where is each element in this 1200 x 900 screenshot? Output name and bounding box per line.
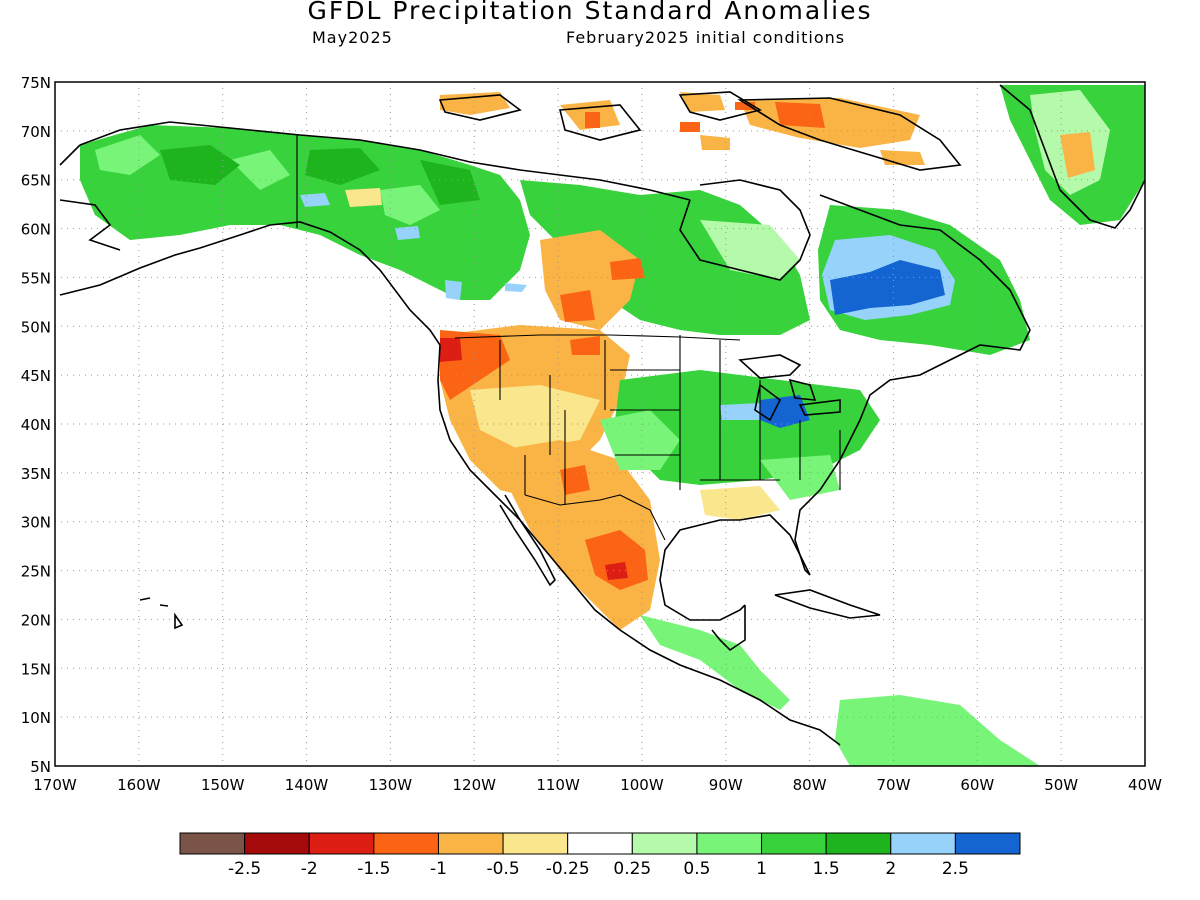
anomaly-region-canada-pale: [700, 220, 800, 280]
lon-tick-label: 90W: [709, 776, 743, 794]
legend-label: -1: [430, 859, 447, 879]
legend-swatch: [825, 832, 892, 855]
anomaly-region-arctic-red: [585, 102, 825, 132]
anomaly-region-mexico-dark: [605, 562, 628, 580]
lon-tick-label: 170W: [33, 776, 77, 794]
map-title: GFDL Precipitation Standard Anomalies: [307, 0, 873, 25]
anomaly-region-great-lakes-blue: [760, 395, 810, 428]
anomaly-region-alaska-light: [95, 135, 440, 225]
anomaly-spot-yellow: [345, 188, 382, 207]
legend-label: -2: [301, 859, 318, 879]
legend-swatch: [761, 832, 827, 855]
coastlines: [59, 84, 1145, 746]
lat-tick-label: 70N: [21, 123, 51, 141]
legend-swatch: [696, 832, 763, 855]
legend-swatch: [954, 832, 1021, 855]
lat-tick-label: 10N: [21, 709, 51, 727]
lon-tick-label: 80W: [793, 776, 827, 794]
anomaly-fields: [80, 85, 1145, 766]
lat-tick-label: 55N: [21, 269, 51, 287]
anomaly-region-south-america: [835, 695, 1040, 766]
init-conditions-label: February2025 initial conditions: [566, 28, 846, 47]
anomaly-region-central-canada: [520, 180, 810, 335]
anomaly-region-prairie-red: [560, 258, 645, 355]
anomaly-region-yukon-dark: [160, 145, 480, 205]
legend-label: 1.5: [813, 859, 840, 879]
anomaly-region-southeast-yellow: [700, 486, 780, 520]
legend-swatch: [244, 832, 310, 855]
lat-tick-label: 60N: [21, 221, 51, 239]
legend-label: 0.25: [613, 859, 651, 879]
lat-tick-label: 25N: [21, 563, 51, 581]
anomaly-spot-light-blue: [300, 193, 527, 300]
legend-label: -2.5: [228, 859, 261, 879]
lon-tick-label: 130W: [369, 776, 413, 794]
legend-swatch: [890, 832, 956, 855]
anomaly-region-central-america: [640, 615, 790, 710]
lat-tick-label: 65N: [21, 172, 51, 190]
lat-tick-label: 40N: [21, 416, 51, 434]
lon-tick-label: 70W: [877, 776, 911, 794]
legend-swatch: [437, 832, 504, 855]
legend-swatch: [308, 832, 375, 855]
lon-tick-label: 50W: [1044, 776, 1078, 794]
graticule: [55, 82, 1145, 766]
legend-label: -0.25: [546, 859, 590, 879]
valid-month-label: May2025: [312, 28, 393, 47]
lat-tick-label: 75N: [21, 74, 51, 92]
legend-label: 2.5: [942, 859, 969, 879]
lat-tick-label: 50N: [21, 318, 51, 336]
lon-axis-labels: 170W 160W 150W 140W 130W 120W 110W 100W 90W 80W 70…: [33, 776, 1162, 794]
legend-swatch: [502, 832, 569, 855]
anomaly-region-mexico-red: [560, 465, 648, 590]
legend-swatch: [179, 832, 246, 855]
legend-swatch: [631, 832, 698, 855]
legend-label: -1.5: [357, 859, 390, 879]
legend-label: 0.5: [683, 859, 710, 879]
legend-swatch: [373, 832, 439, 855]
anomaly-region-pacific-nw-red: [440, 338, 462, 362]
lat-tick-label: 20N: [21, 611, 51, 629]
lat-tick-label: 5N: [30, 758, 51, 776]
anomaly-region-quebec-blue: [830, 260, 945, 315]
lon-tick-label: 140W: [285, 776, 329, 794]
lat-tick-label: 45N: [21, 367, 51, 385]
lat-tick-label: 15N: [21, 660, 51, 678]
anomaly-region-great-lakes-lightblue: [720, 403, 760, 420]
lon-tick-label: 150W: [201, 776, 245, 794]
anomaly-region-great-basin: [470, 385, 600, 450]
lon-tick-label: 160W: [117, 776, 161, 794]
legend-label: -0.5: [486, 859, 519, 879]
anomaly-region-greenland-orange: [1060, 132, 1095, 178]
color-legend: -2.5 -2 -1.5 -1 -0.5 -0.25 0.25 0.5 1 1.5 2 2.5: [179, 832, 1021, 879]
political-boundaries: [296, 135, 841, 541]
legend-label: 1: [756, 859, 767, 879]
lon-tick-label: 120W: [452, 776, 496, 794]
lon-tick-label: 100W: [620, 776, 664, 794]
anomaly-region-central-us-light: [600, 410, 840, 500]
lon-tick-label: 40W: [1128, 776, 1162, 794]
lon-tick-label: 60W: [960, 776, 994, 794]
legend-label: 2: [885, 859, 896, 879]
lon-tick-label: 110W: [536, 776, 580, 794]
legend-swatch: [567, 832, 633, 855]
lat-tick-label: 35N: [21, 465, 51, 483]
map-frame: [54, 81, 1146, 767]
lat-axis-labels: 75N 70N 65N 60N 55N 50N 45N 40N 35N 30N 25N 20N 15N 1…: [21, 74, 51, 776]
lat-tick-label: 30N: [21, 514, 51, 532]
